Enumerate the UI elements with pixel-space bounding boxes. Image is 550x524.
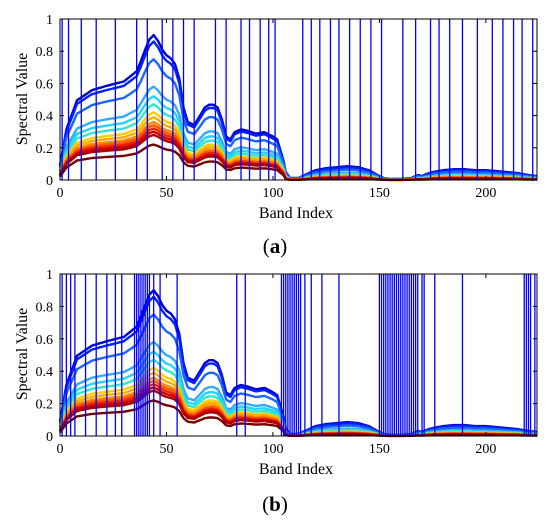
y-tick-label: 0.4 [36, 365, 54, 380]
chart-a-plot: 0 50 100 150 200 0 0.2 0.4 0.6 0.8 1 [36, 13, 538, 201]
y-tick-label: 0.8 [36, 45, 54, 60]
x-tick-label: 0 [57, 186, 64, 201]
y-tick-label: 0.2 [36, 398, 54, 413]
axes-frame [59, 18, 538, 181]
chart-b-ylabel: Spectral Value [14, 308, 31, 401]
chart-b-svg: Spectral Value 0 50 100 150 200 0 0.2 0.4 0.6 0.8… [14, 268, 538, 516]
y-tick-label: 0 [46, 430, 53, 445]
y-tick-label: 0.6 [36, 333, 54, 348]
axes-frame [59, 273, 538, 437]
panel-b: Spectral Value 0 50 100 150 200 0 0.2 0.4 0.6 0.8… [0, 262, 550, 524]
plot-area-0 [60, 19, 537, 180]
chart-a-svg: Spectral Value 0 50 100 150 200 0 0.2 0.4 0.6 0.8… [14, 13, 538, 258]
chart-b-xlabel: Band Index [259, 461, 333, 478]
y-tick-label: 0.4 [36, 110, 54, 125]
chart-b-plot: 0 50 100 150 200 0 0.2 0.4 0.6 0.8 1 [36, 268, 538, 457]
x-tick-label: 150 [369, 442, 390, 457]
y-tick-label: 0.2 [36, 142, 54, 157]
x-tick-label: 200 [475, 442, 496, 457]
y-tick-label: 1 [46, 13, 53, 28]
x-tick-label: 0 [57, 442, 64, 457]
y-tick-label: 1 [46, 268, 53, 283]
x-tick-label: 50 [159, 442, 173, 457]
y-tick-label: 0 [46, 174, 53, 189]
chart-a-xlabel: Band Index [259, 205, 333, 222]
caption-b: (b) [262, 492, 288, 516]
chart-a-ylabel: Spectral Value [14, 53, 31, 146]
x-tick-label: 100 [262, 442, 283, 457]
caption-a: (a) [263, 234, 288, 258]
x-tick-label: 100 [262, 186, 283, 201]
x-tick-label: 150 [369, 186, 390, 201]
panel-a: Spectral Value 0 50 100 150 200 0 0.2 0.4 0.6 0.8… [14, 13, 538, 258]
y-tick-label: 0.6 [36, 77, 54, 92]
x-tick-label: 200 [475, 186, 496, 201]
y-tick-label: 0.8 [36, 300, 54, 315]
x-tick-label: 50 [159, 186, 173, 201]
